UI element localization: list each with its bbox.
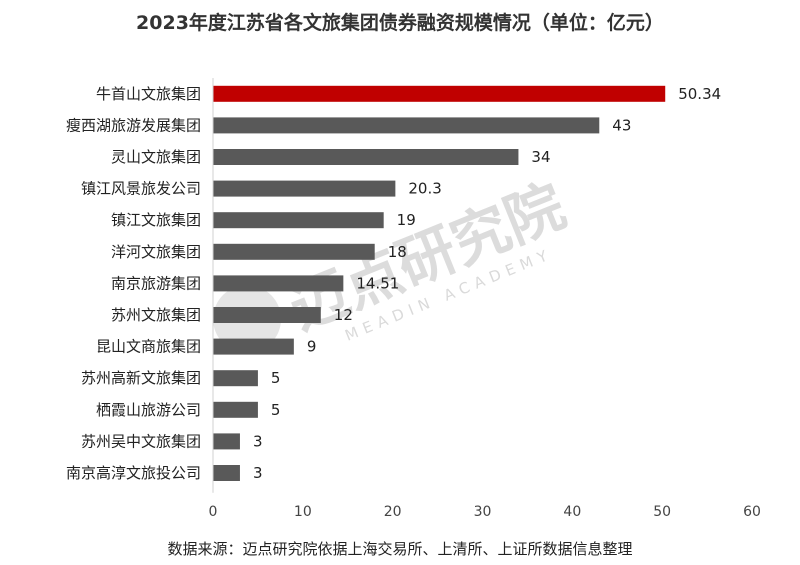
bar <box>213 149 519 165</box>
bar <box>213 338 294 355</box>
value-label: 5 <box>271 369 281 387</box>
x-tick-label: 60 <box>743 504 761 520</box>
category-label: 苏州吴中文旅集团 <box>81 432 201 450</box>
bar <box>213 85 666 102</box>
category-label: 瘦西湖旅游发展集团 <box>66 116 201 134</box>
x-tick-label: 40 <box>563 504 581 520</box>
category-label: 苏州文旅集团 <box>111 306 201 324</box>
bar <box>213 307 321 323</box>
value-label: 34 <box>531 148 550 166</box>
bars-group <box>213 85 666 481</box>
x-tick-label: 20 <box>384 504 402 520</box>
source-note: 数据来源：迈点研究院依据上海交易所、上清所、上证所数据信息整理 <box>167 540 633 558</box>
category-labels: 牛首山文旅集团瘦西湖旅游发展集团灵山文旅集团镇江风景旅发公司镇江文旅集团洋河文旅… <box>66 85 201 482</box>
x-tick-label: 10 <box>294 504 312 520</box>
value-label: 50.34 <box>678 85 721 103</box>
value-label: 3 <box>253 432 263 450</box>
x-axis: 0 10 20 30 40 50 60 <box>209 78 761 520</box>
category-label: 镇江文旅集团 <box>111 211 201 229</box>
x-tick-label: 50 <box>653 504 671 520</box>
bar <box>213 243 375 260</box>
value-label: 5 <box>271 401 281 419</box>
bar <box>213 465 240 481</box>
value-label: 3 <box>253 464 263 482</box>
bar <box>213 212 384 229</box>
bar <box>213 117 600 134</box>
category-label: 栖霞山旅游公司 <box>96 401 201 419</box>
bar <box>213 433 240 450</box>
value-label: 12 <box>334 306 353 324</box>
bar <box>213 370 258 387</box>
value-label: 20.3 <box>408 180 441 198</box>
category-label: 洋河文旅集团 <box>111 243 201 261</box>
bar <box>213 275 344 292</box>
bar <box>213 401 258 418</box>
value-label: 18 <box>388 243 407 261</box>
value-label: 14.51 <box>356 274 399 292</box>
category-label: 昆山文商旅集团 <box>96 338 201 356</box>
category-label: 苏州高新文旅集团 <box>81 369 201 387</box>
category-label: 南京旅游集团 <box>111 274 201 292</box>
x-tick-label: 0 <box>209 504 218 520</box>
category-label: 镇江风景旅发公司 <box>81 180 201 198</box>
x-tick-label: 30 <box>474 504 492 520</box>
chart-title: 2023年度江苏省各文旅集团债券融资规模情况（单位：亿元） <box>136 12 664 34</box>
value-label: 43 <box>612 116 631 134</box>
category-label: 牛首山文旅集团 <box>96 85 201 103</box>
value-label: 19 <box>397 211 416 229</box>
bar <box>213 180 396 197</box>
category-label: 南京高淳文旅投公司 <box>66 464 201 482</box>
category-label: 灵山文旅集团 <box>111 148 201 166</box>
value-label: 9 <box>307 338 317 356</box>
